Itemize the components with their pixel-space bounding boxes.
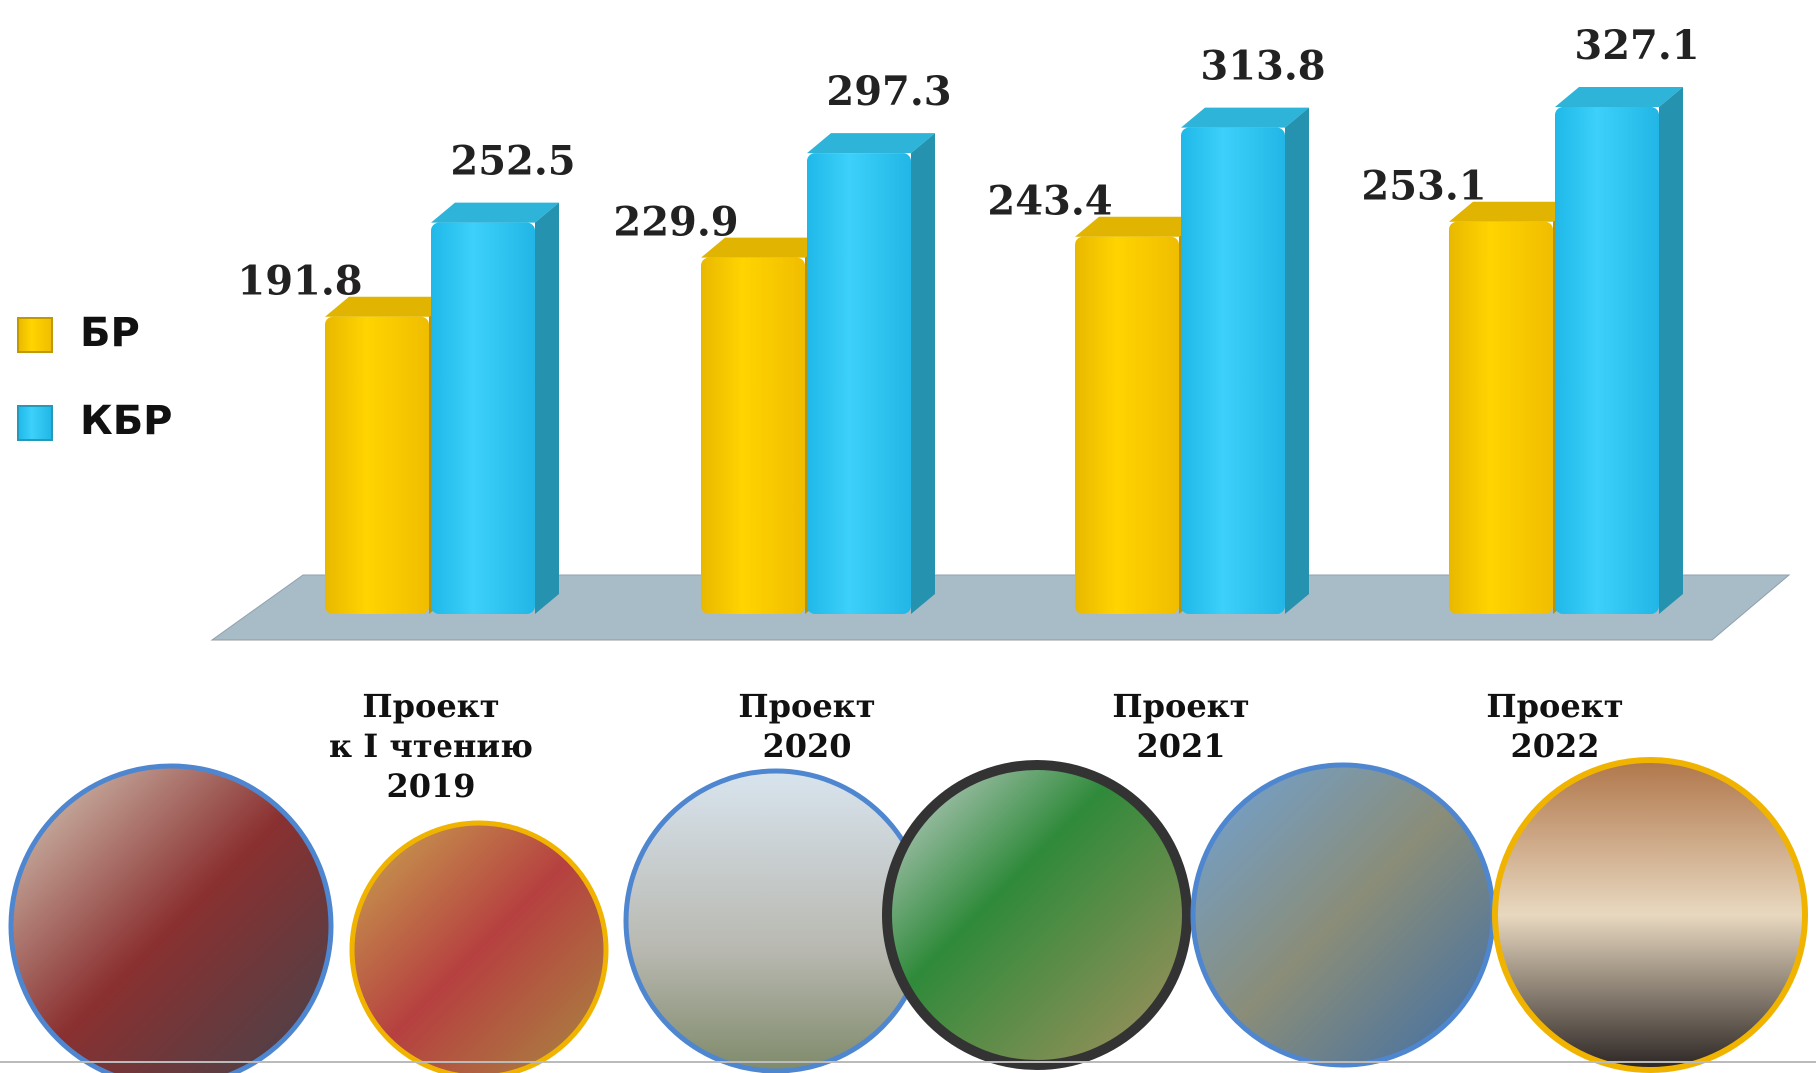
value-label: 253.1 (1361, 163, 1486, 210)
x-tick-label: Проект к I чтению 2019 (329, 687, 533, 805)
photo (882, 760, 1192, 1070)
photos (8, 757, 1808, 1073)
bar-side (535, 202, 559, 614)
bar (1449, 221, 1553, 614)
bar (1555, 106, 1659, 615)
value-label: 243.4 (987, 178, 1112, 225)
bar-side (1659, 86, 1683, 615)
bar (701, 257, 805, 614)
x-tick-label: Проект 2020 (738, 687, 876, 765)
x-tick-label: Проект 2021 (1112, 687, 1250, 765)
bar-top (1555, 86, 1683, 107)
bar-top (431, 202, 559, 223)
photo (1190, 762, 1496, 1068)
bar (325, 316, 429, 614)
bar-top (701, 237, 829, 258)
photo (623, 768, 929, 1073)
bar-top (1181, 107, 1309, 128)
value-label: 229.9 (613, 199, 738, 246)
value-label: 297.3 (826, 68, 951, 115)
bar (1181, 127, 1285, 615)
bar-side (911, 133, 935, 614)
x-tick-label: Проект 2022 (1486, 687, 1624, 765)
legend-swatch (17, 317, 53, 353)
legend-swatch (17, 405, 53, 441)
bar (1075, 236, 1179, 615)
value-label: 313.8 (1200, 43, 1325, 90)
bar (431, 222, 535, 614)
bar-top (1075, 216, 1203, 237)
bar-top (807, 133, 935, 154)
legend-label: КБР (80, 398, 173, 444)
bar-side (1285, 107, 1309, 615)
value-label: 252.5 (450, 138, 575, 185)
value-label: 327.1 (1574, 22, 1699, 69)
legend-label: БР (80, 310, 140, 356)
photo (1492, 757, 1808, 1073)
photo (349, 820, 609, 1073)
bar (807, 153, 911, 614)
photo (8, 763, 334, 1073)
value-label: 191.8 (237, 258, 362, 305)
bar-top (325, 296, 453, 317)
bar-top (1449, 201, 1577, 222)
